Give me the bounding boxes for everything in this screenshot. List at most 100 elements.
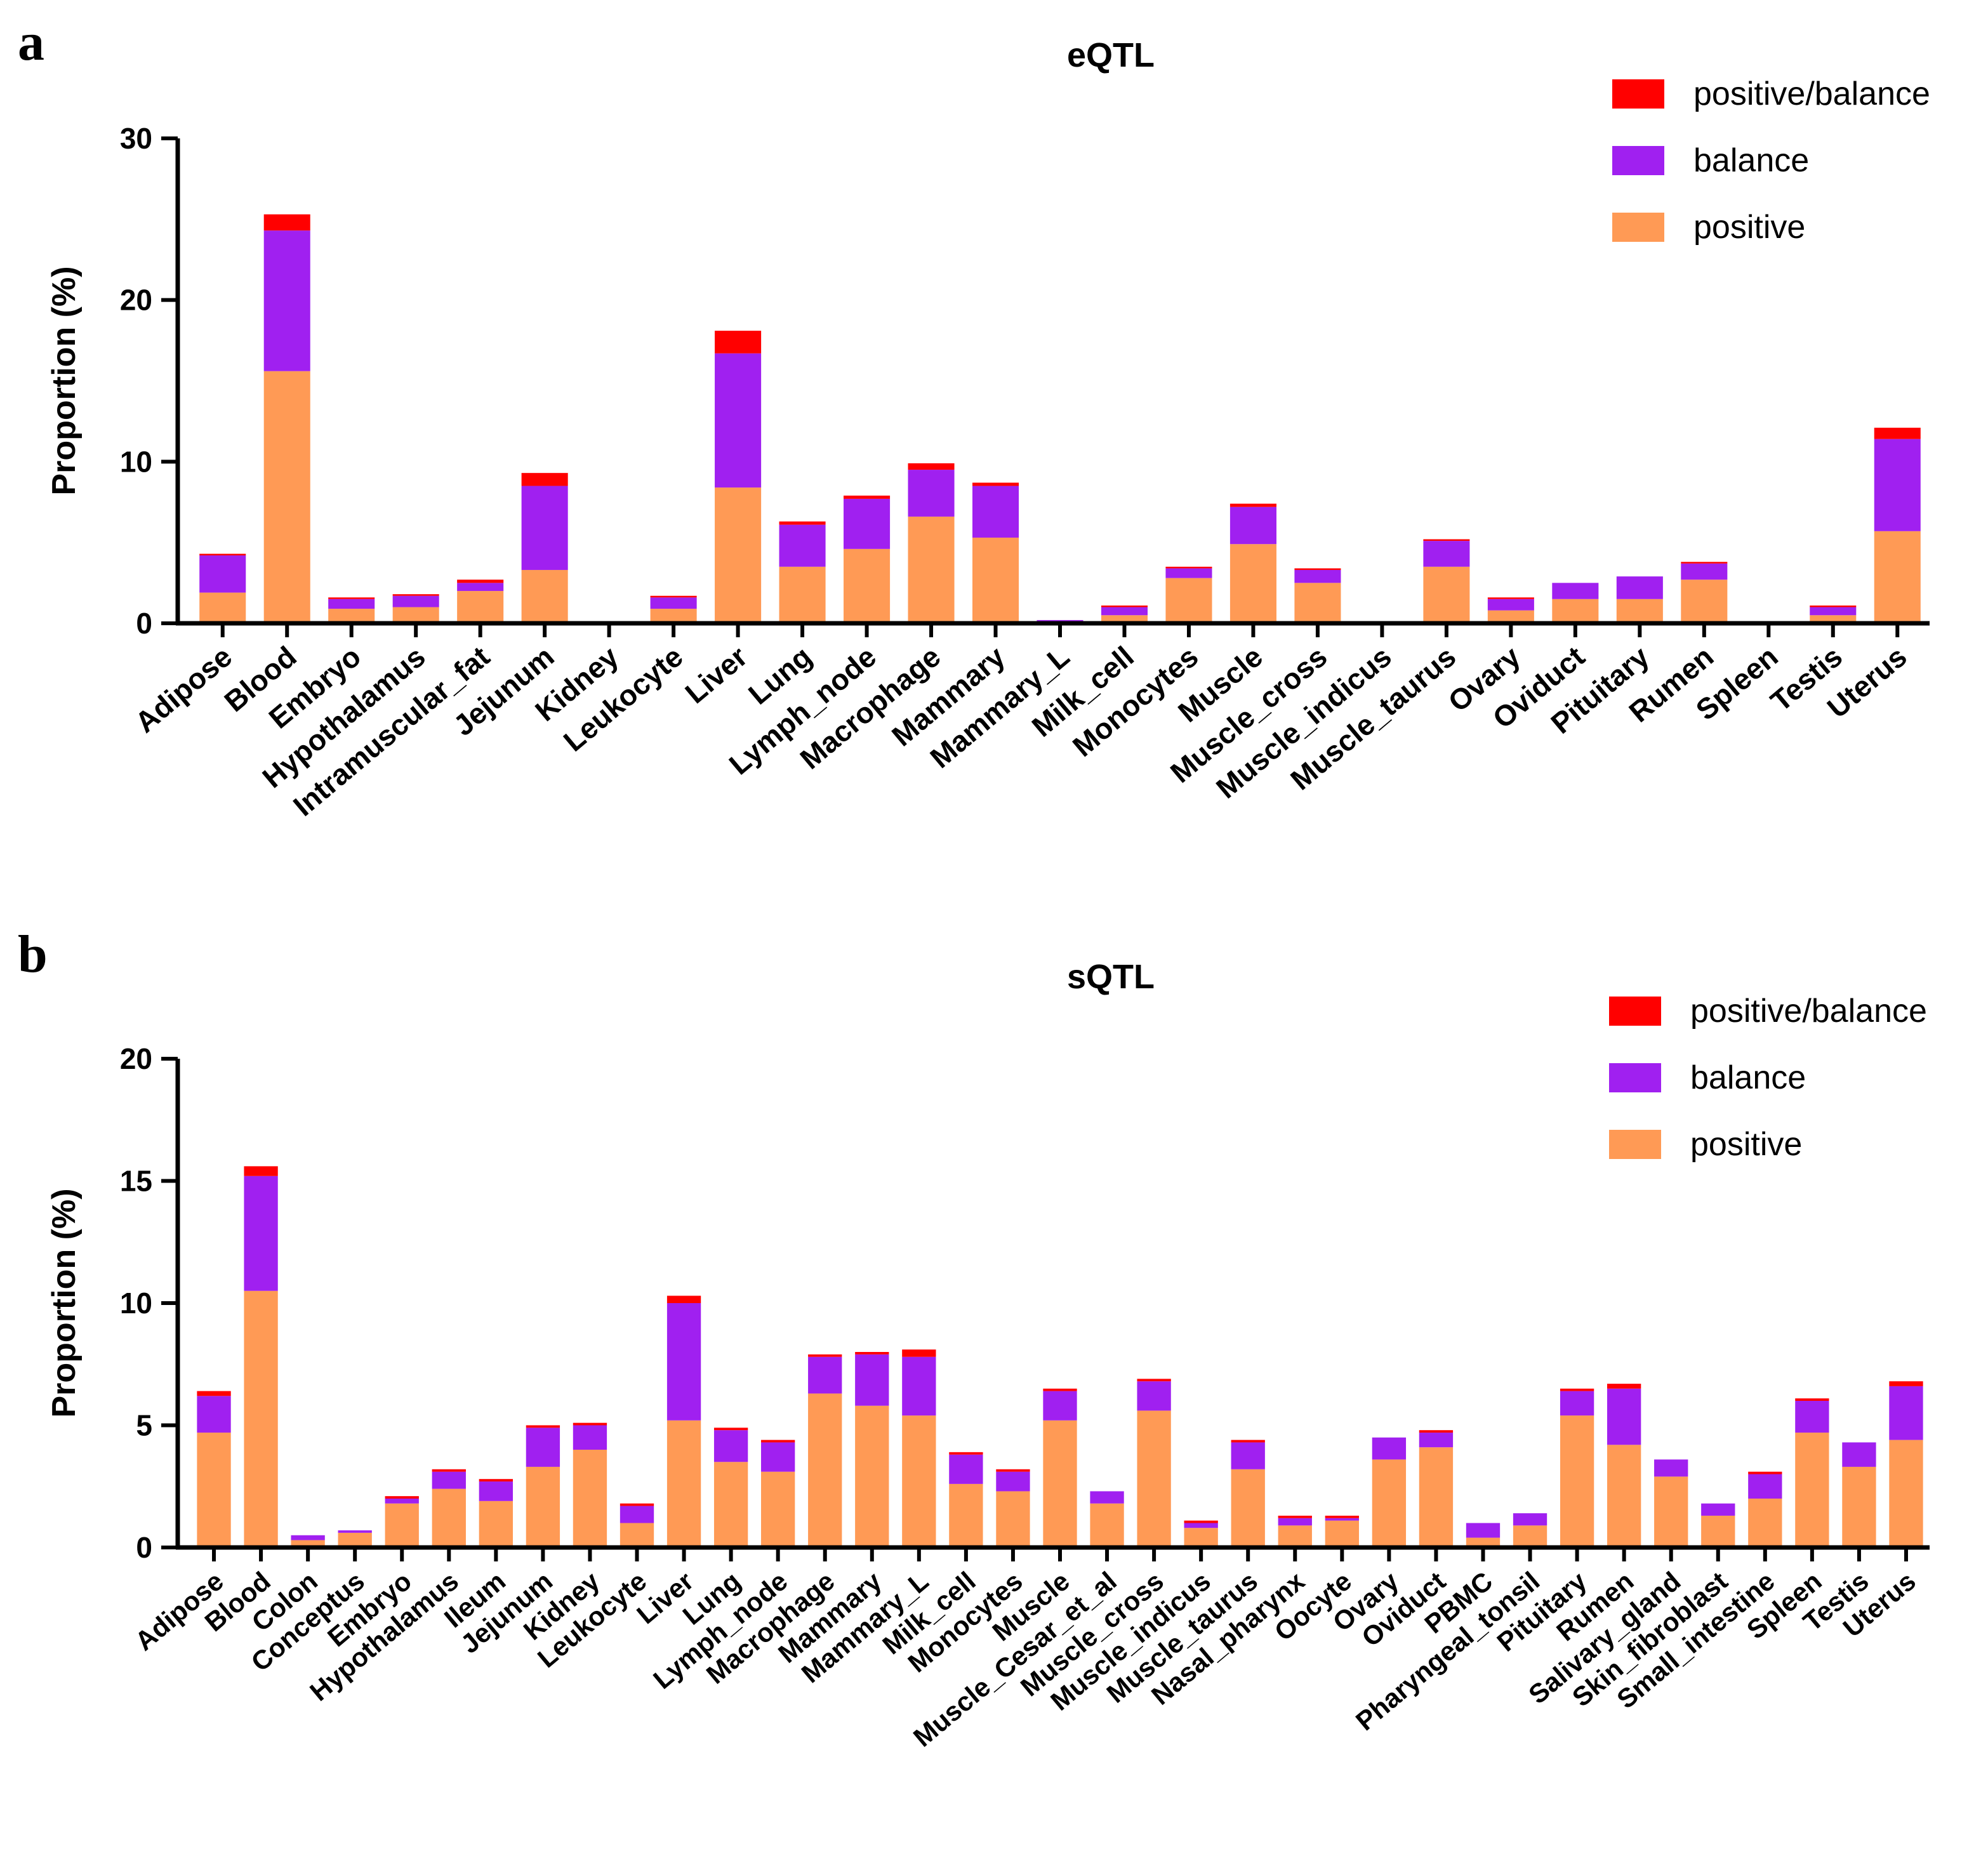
legend-swatch-positive-balance <box>1609 997 1661 1026</box>
bar-positive-blood <box>263 371 310 623</box>
bar-balance-small_intestine <box>1748 1474 1782 1499</box>
bar-balance-embryo <box>385 1499 419 1504</box>
bar-balance-rumen <box>1607 1388 1641 1445</box>
bar-positive-balance-leukocyte <box>620 1503 654 1506</box>
bar-balance-adipose <box>197 1396 231 1433</box>
bar-positive-balance-leukocyte <box>650 595 697 598</box>
legend-label: positive <box>1693 209 1805 246</box>
bar-positive-rumen <box>1681 580 1728 623</box>
bar-positive-oviduct <box>1419 1447 1454 1547</box>
bar-positive-leukocyte <box>620 1523 654 1547</box>
bar-positive-balance-lymph_node <box>761 1440 795 1443</box>
bar-positive-small_intestine <box>1748 1499 1782 1547</box>
bar-balance-blood <box>244 1176 278 1291</box>
bar-positive-balance-uterus <box>1889 1381 1923 1386</box>
bar-positive-balance-adipose <box>197 1391 231 1396</box>
bar-positive-balance-oocyte <box>1325 1515 1359 1518</box>
bar-positive-balance-nasal_pharynx <box>1278 1515 1312 1518</box>
bar-balance-lung <box>779 524 826 567</box>
bar-balance-pharyngeal_tonsil <box>1513 1513 1547 1526</box>
bar-positive-balance-jejunum <box>526 1425 560 1428</box>
bar-balance-oviduct <box>1552 583 1599 599</box>
bar-balance-leukocyte <box>620 1506 654 1523</box>
y-axis-label: Proportion (%) <box>46 266 83 495</box>
bar-positive-balance-liver <box>666 1295 701 1303</box>
bar-balance-muscle <box>1043 1391 1077 1421</box>
bar-balance-monocytes <box>1165 568 1212 578</box>
bar-positive-balance-monocytes <box>1165 566 1212 569</box>
bar-positive-jejunum <box>521 569 568 623</box>
bar-balance-hypothalamus <box>392 595 439 607</box>
bar-balance-adipose <box>199 555 246 593</box>
bar-positive-balance-rumen <box>1681 562 1728 564</box>
bar-positive-balance-small_intestine <box>1748 1471 1782 1474</box>
bar-balance-muscle_indicus <box>1184 1523 1218 1528</box>
bar-balance-intramuscular_fat <box>457 583 504 592</box>
y-tick-label: 5 <box>136 1409 152 1442</box>
bar-balance-spleen <box>1795 1401 1829 1433</box>
bar-balance-monocytes <box>996 1471 1030 1492</box>
bar-balance-muscle <box>1229 507 1276 545</box>
bar-positive-kidney <box>573 1450 607 1547</box>
bar-balance-pituitary <box>1560 1391 1594 1416</box>
legend-swatch-balance <box>1609 1063 1661 1092</box>
bar-balance-macrophage <box>808 1356 842 1394</box>
bar-positive-mammary <box>972 538 1019 623</box>
bar-positive-balance-rumen <box>1607 1384 1641 1389</box>
bar-positive-balance-lymph_node <box>844 495 891 499</box>
bar-positive-lymph_node <box>844 548 891 623</box>
bar-balance-conceptus <box>338 1530 372 1533</box>
bar-positive-embryo <box>385 1503 419 1547</box>
legend-label: balance <box>1690 1059 1806 1096</box>
bar-positive-muscle_cesar_et_al <box>1090 1503 1124 1547</box>
chart-title: sQTL <box>1067 958 1155 996</box>
bar-positive-balance-mammary <box>855 1352 889 1355</box>
bar-balance-muscle_taurus <box>1423 541 1470 567</box>
bar-positive-pituitary <box>1560 1415 1594 1547</box>
bar-balance-liver <box>666 1303 701 1421</box>
bar-positive-pbmc <box>1466 1537 1501 1547</box>
bar-positive-balance-milk_cell <box>949 1452 983 1455</box>
bar-balance-ovary <box>1372 1437 1407 1460</box>
bar-positive-balance-hypothalamus <box>392 594 439 596</box>
bar-positive-balance-uterus <box>1874 427 1921 439</box>
y-tick-label: 0 <box>136 1531 152 1564</box>
bar-positive-intramuscular_fat <box>457 591 504 623</box>
bar-positive-pituitary <box>1616 599 1663 623</box>
y-tick-label: 30 <box>120 122 152 155</box>
bar-balance-lymph_node <box>844 498 891 549</box>
bar-positive-muscle_taurus <box>1423 566 1470 623</box>
bar-balance-jejunum <box>526 1427 560 1467</box>
bar-balance-colon <box>291 1535 325 1540</box>
bar-balance-lung <box>713 1430 748 1462</box>
bar-positive-milk_cell <box>949 1483 983 1547</box>
bar-positive-balance-lung <box>779 521 826 525</box>
bar-balance-ileum <box>479 1481 514 1501</box>
bar-positive-oocyte <box>1325 1520 1359 1547</box>
y-tick-label: 20 <box>120 1042 152 1075</box>
bar-positive-monocytes <box>1165 578 1212 623</box>
bar-balance-salivary_gland <box>1654 1459 1688 1477</box>
bar-balance-kidney <box>573 1425 607 1450</box>
bar-positive-balance-kidney <box>573 1422 607 1426</box>
bar-positive-ovary <box>1487 610 1534 623</box>
bar-positive-balance-testis <box>1810 605 1857 607</box>
bar-positive-mammary_l <box>902 1415 936 1547</box>
bar-positive-balance-monocytes <box>996 1469 1030 1472</box>
bar-balance-nasal_pharynx <box>1278 1518 1312 1526</box>
bar-positive-ovary <box>1372 1459 1407 1547</box>
y-tick-label: 0 <box>136 607 152 640</box>
bar-balance-rumen <box>1681 563 1728 580</box>
bar-positive-pharyngeal_tonsil <box>1513 1525 1547 1547</box>
bar-positive-balance-lung <box>713 1427 748 1431</box>
legend-label: positive/balance <box>1693 76 1930 112</box>
bar-positive-macrophage <box>808 1393 842 1547</box>
bar-balance-milk_cell <box>949 1454 983 1484</box>
bar-balance-mammary_l <box>1037 619 1083 622</box>
bar-balance-testis <box>1842 1442 1876 1467</box>
y-tick-label: 15 <box>120 1165 152 1198</box>
chart-title: eQTL <box>1067 36 1155 74</box>
bar-balance-skin_fibroblast <box>1701 1503 1735 1516</box>
